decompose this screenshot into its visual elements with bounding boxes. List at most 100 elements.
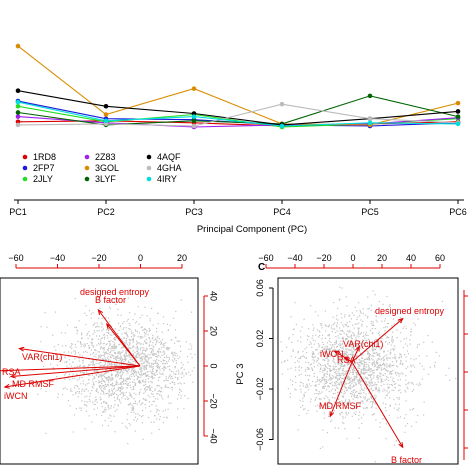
panel-b-scatter-point: [97, 362, 99, 364]
panel-b-scatter-point: [113, 347, 115, 349]
panel-c-scatter-point: [409, 409, 411, 411]
panel-c-scatter-point: [351, 335, 353, 337]
panel-c-scatter-point: [372, 413, 374, 416]
panel-c-scatter-point: [348, 387, 350, 389]
panel-b-scatter-point: [125, 338, 128, 340]
panel-c-scatter-point: [305, 368, 307, 370]
panel-c-scatter-point: [363, 360, 365, 362]
panel-b-scatter-point: [68, 359, 70, 361]
panel-b-scatter-point: [141, 351, 143, 353]
panel-c-scatter-point: [367, 398, 369, 400]
panel-c-scatter-point: [362, 367, 365, 369]
panel-c-scatter-point: [328, 400, 330, 402]
panel-b-scatter-point: [107, 383, 109, 385]
panel-b-scatter-point: [124, 342, 126, 344]
panel-c-scatter-point: [356, 343, 358, 346]
panel-c-scatter-point: [322, 404, 324, 406]
panel-c-scatter-point: [324, 356, 326, 358]
panel-b-scatter-point: [129, 424, 131, 426]
panel-c-scatter-point: [371, 348, 373, 350]
panel-b-right-tick-label: 40: [209, 291, 219, 301]
panel-b-scatter-point: [94, 403, 96, 406]
panel-b-scatter-point: [146, 342, 148, 344]
panel-b-scatter-point: [151, 375, 153, 377]
panel-b-scatter-point: [179, 356, 181, 358]
series-line-3gol: [17, 45, 459, 126]
panel-c-scatter-point: [342, 346, 344, 348]
panel-c-scatter-point: [360, 362, 363, 364]
panel-c-scatter-point: [300, 356, 302, 358]
panel-c-scatter-point: [393, 364, 395, 366]
panel-c-scatter-point: [386, 337, 388, 339]
panel-c-scatter-point: [288, 338, 290, 340]
panel-c-scatter-point: [332, 368, 334, 370]
panel-b-scatter-point: [135, 355, 137, 357]
panel-b-scatter-point: [85, 305, 87, 307]
panel-c-scatter-point: [398, 390, 400, 392]
panel-b-scatter-point: [179, 389, 181, 391]
panel-c-scatter-point: [375, 361, 378, 363]
panel-b-scatter-point: [148, 385, 150, 387]
panel-c-scatter-point: [364, 344, 366, 346]
panel-c-scatter-point: [339, 367, 341, 369]
panel-b-scatter-point: [99, 367, 101, 369]
panel-c-scatter-point: [343, 354, 345, 356]
panel-c-scatter-point: [385, 369, 388, 372]
panel-b-scatter-point: [127, 367, 129, 370]
panel-c-scatter-point: [337, 387, 339, 389]
panel-c-scatter-point: [359, 361, 361, 363]
panel-c-scatter-point: [417, 318, 419, 320]
panel-b-scatter-point: [169, 374, 171, 376]
panel-c-scatter-point: [378, 354, 380, 356]
panel-c-scatter-point: [327, 385, 329, 387]
panel-c-scatter-point: [377, 345, 379, 347]
panel-c-scatter-point: [355, 413, 357, 415]
panel-c-scatter-point: [387, 370, 389, 372]
panel-c-scatter-point: [344, 428, 346, 430]
panel-c-scatter-point: [406, 386, 408, 388]
panel-b-scatter-point: [149, 387, 151, 389]
panel-b-scatter-point: [122, 393, 124, 396]
panel-c-scatter-point: [389, 351, 392, 353]
panel-c-scatter-point: [414, 324, 417, 326]
panel-c-scatter-point: [334, 376, 336, 378]
panel-b-scatter-point: [81, 355, 83, 357]
panel-c-scatter-point: [360, 387, 362, 389]
panel-b-scatter-point: [109, 343, 111, 346]
panel-b-scatter-point: [163, 370, 165, 372]
panel-b-scatter-point: [172, 361, 175, 363]
panel-b-scatter-point: [167, 386, 170, 389]
panel-b-scatter-point: [143, 392, 145, 394]
panel-c-scatter-point: [329, 368, 331, 370]
panel-b-scatter-point: [131, 375, 133, 377]
panel-b-scatter-point: [109, 351, 112, 353]
panel-c-scatter-point: [318, 405, 321, 407]
panel-b-scatter-point: [149, 385, 151, 387]
panel-c-scatter-point: [385, 409, 387, 412]
panel-c-scatter-point: [345, 350, 347, 352]
panel-b-scatter-point: [162, 374, 164, 376]
panel-c-scatter-point: [364, 369, 366, 371]
panel-c-scatter-point: [371, 358, 373, 360]
data-point-3lyf: [455, 114, 461, 119]
panel-c-scatter-point: [318, 383, 320, 385]
panel-c-scatter-point: [449, 379, 451, 381]
panel-c-scatter-point: [391, 384, 393, 386]
panel-c-scatter-point: [332, 397, 334, 399]
panel-b-scatter-point: [90, 313, 92, 315]
panel-b-scatter-point: [60, 332, 63, 334]
panel-b-scatter-point: [171, 352, 173, 354]
panel-c-scatter-point: [345, 333, 347, 335]
panel-c-scatter-point: [376, 369, 378, 371]
panel-c-scatter-point: [351, 386, 353, 388]
panel-c-scatter-point: [338, 378, 341, 380]
panel-c-scatter-point: [337, 371, 339, 373]
panel-b-scatter-point: [101, 390, 103, 393]
panel-c-scatter-point: [292, 350, 294, 352]
panel-b-scatter-point: [97, 370, 99, 372]
panel-b-scatter-point: [182, 364, 184, 366]
panel-b-scatter-point: [191, 345, 193, 347]
panel-c-scatter-point: [320, 324, 322, 326]
panel-b-scatter-point: [135, 371, 138, 373]
panel-b-scatter-point: [121, 383, 123, 385]
